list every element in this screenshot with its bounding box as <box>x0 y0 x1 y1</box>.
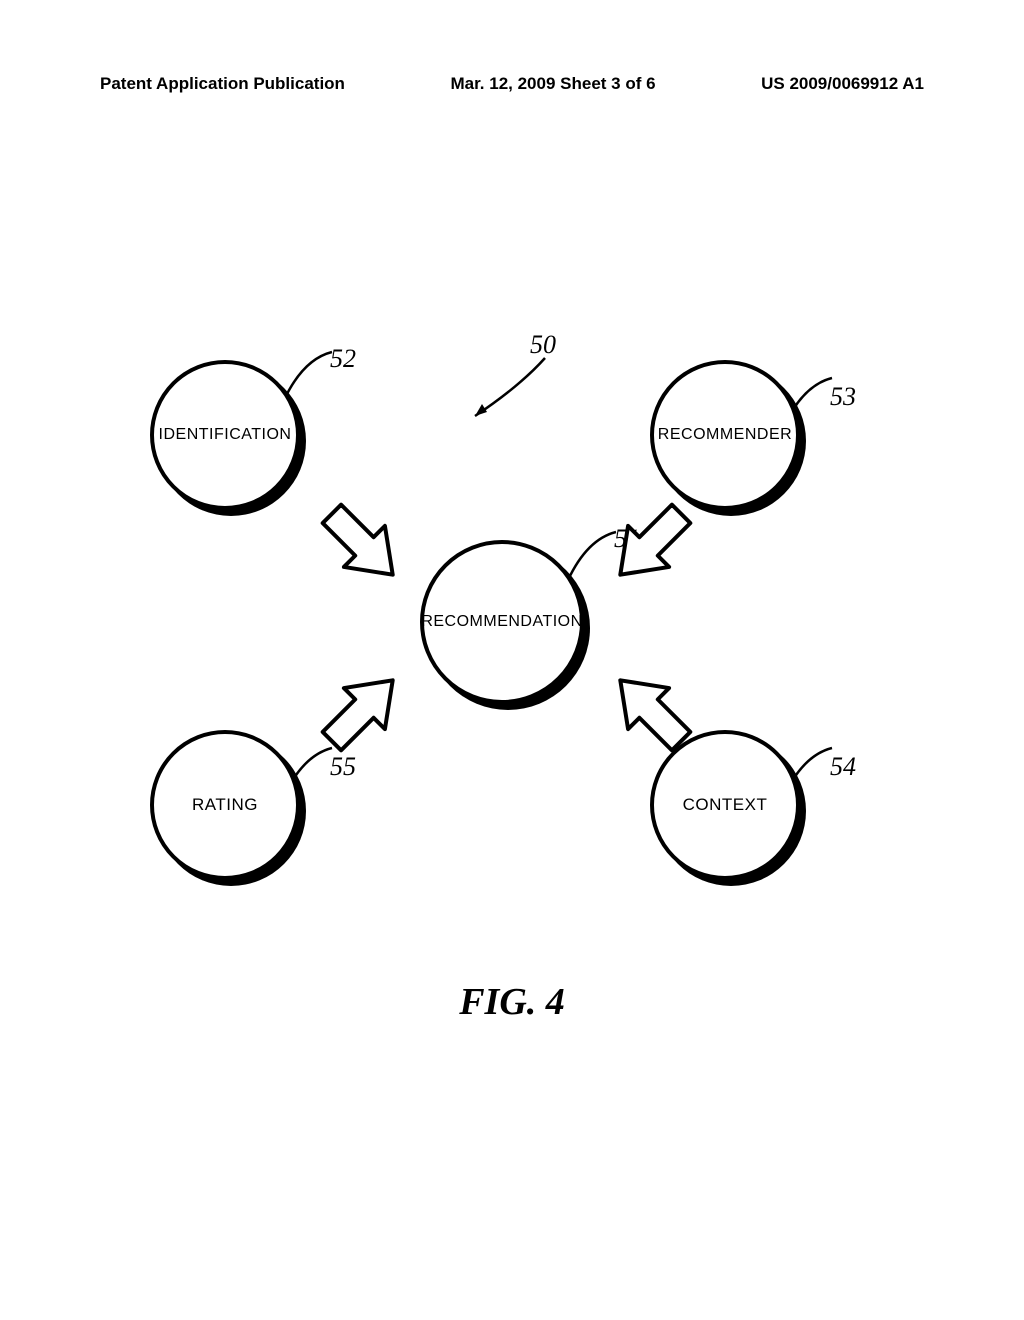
node-bl-circle: RATING <box>150 730 300 880</box>
page-header: Patent Application Publication Mar. 12, … <box>0 74 1024 94</box>
node-center-circle: RECOMMENDATION <box>420 540 584 704</box>
ref-52: 52 <box>330 344 356 374</box>
header-center: Mar. 12, 2009 Sheet 3 of 6 <box>451 74 656 94</box>
arrow-icon <box>304 486 421 603</box>
node-tr-label: RECOMMENDER <box>658 426 792 444</box>
node-center-label: RECOMMENDATION <box>421 613 582 631</box>
node-bl-label: RATING <box>192 795 258 815</box>
node-tr: RECOMMENDER <box>650 360 800 510</box>
node-tl-circle: IDENTIFICATION <box>150 360 300 510</box>
node-bl: RATING <box>150 730 300 880</box>
node-br-circle: CONTEXT <box>650 730 800 880</box>
node-tl-label: IDENTIFICATION <box>159 426 292 444</box>
diagram-area: RECOMMENDATION51IDENTIFICATION52RECOMMEN… <box>90 340 910 940</box>
node-tr-circle: RECOMMENDER <box>650 360 800 510</box>
ref-50: 50 <box>530 330 556 360</box>
header-right: US 2009/0069912 A1 <box>761 74 924 94</box>
ref-54: 54 <box>830 752 856 782</box>
node-br: CONTEXT <box>650 730 800 880</box>
header-left: Patent Application Publication <box>100 74 345 94</box>
node-br-label: CONTEXT <box>683 795 768 815</box>
node-center: RECOMMENDATION <box>420 540 584 704</box>
figure-caption: FIG. 4 <box>0 980 1024 1024</box>
ref-53: 53 <box>830 382 856 412</box>
node-tl: IDENTIFICATION <box>150 360 300 510</box>
